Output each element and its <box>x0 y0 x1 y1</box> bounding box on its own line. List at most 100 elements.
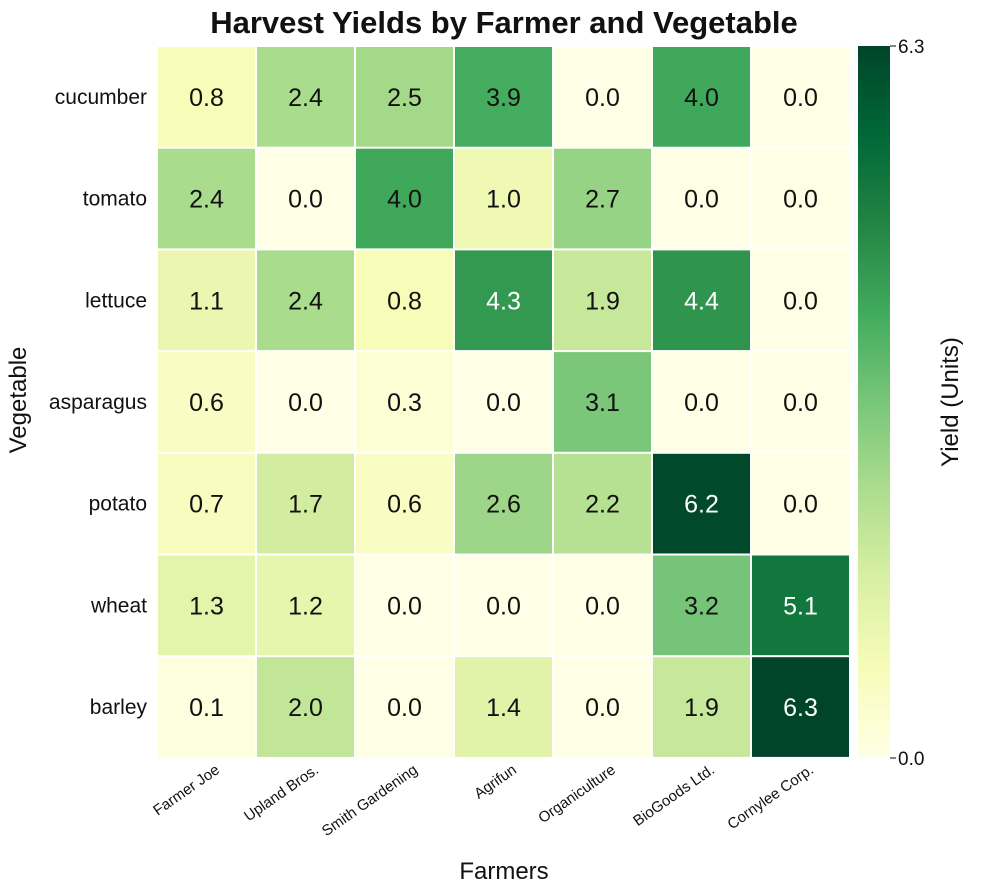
cell-value-label: 2.2 <box>585 491 620 519</box>
x-tick-label: Upland Bros. <box>241 761 322 825</box>
cell-value-label: 2.4 <box>288 287 323 315</box>
cell-value-label: 4.0 <box>684 84 719 112</box>
y-tick-label: cucumber <box>55 86 147 109</box>
heatmap-cell <box>455 250 552 351</box>
heatmap-cell <box>752 47 849 147</box>
cell-value-label: 0.0 <box>387 694 422 722</box>
cell-value-label: 1.9 <box>684 694 719 722</box>
heatmap-cell <box>158 352 255 452</box>
heatmap-cell <box>455 47 552 147</box>
cell-value-label: 4.3 <box>486 287 521 315</box>
colorbar-tick-label: 6.3 <box>898 37 924 58</box>
cell-value-label: 1.0 <box>486 186 521 214</box>
heatmap-cell <box>257 47 354 147</box>
y-axis-label: Vegetable <box>5 347 32 454</box>
cell-value-label: 1.9 <box>585 287 620 315</box>
heatmap-cell <box>455 657 552 757</box>
heatmap-cell <box>752 250 849 351</box>
heatmap-cell <box>554 555 651 656</box>
heatmap-cell <box>752 453 849 554</box>
y-tick-labels: cucumber tomato lettuce asparagus potato whea… <box>49 86 148 719</box>
cell-value-label: 0.7 <box>189 491 224 519</box>
x-tick-label: Cornylee Corp. <box>724 761 816 833</box>
cell-value-label: 0.0 <box>486 592 521 620</box>
heatmap-cell <box>455 555 552 656</box>
cell-value-label: 2.4 <box>288 84 323 112</box>
cell-value-label: 4.0 <box>387 186 422 214</box>
x-tick-label: Smith Gardening <box>319 761 421 839</box>
colorbar <box>858 46 890 758</box>
cell-value-label: 0.8 <box>387 287 422 315</box>
heatmap-cell <box>752 148 849 249</box>
heatmap-cell <box>554 453 651 554</box>
heatmap-cell <box>257 352 354 452</box>
heatmap-cell <box>158 148 255 249</box>
cell-value-label: 0.6 <box>189 389 224 417</box>
y-tick-label: lettuce <box>85 289 147 312</box>
cell-value-label: 0.0 <box>387 592 422 620</box>
y-tick-label: asparagus <box>49 391 147 414</box>
cell-value-label: 2.0 <box>288 694 323 722</box>
y-tick-label: tomato <box>83 188 147 211</box>
heatmap-cell <box>752 352 849 452</box>
heatmap-cell <box>653 47 750 147</box>
heatmap-cell <box>752 657 849 757</box>
x-tick-label: Agrifun <box>471 761 520 802</box>
heatmap-cell <box>158 555 255 656</box>
cell-value-label: 0.0 <box>486 389 521 417</box>
cell-value-label: 0.0 <box>783 287 818 315</box>
heatmap-cell <box>158 657 255 757</box>
x-tick-label: BioGoods Ltd. <box>630 761 718 829</box>
cell-value-label: 0.6 <box>387 491 422 519</box>
heatmap-cell <box>356 47 453 147</box>
cell-value-label: 0.0 <box>783 186 818 214</box>
cell-value-label: 1.3 <box>189 592 224 620</box>
heatmap-cell <box>554 352 651 452</box>
heatmap-cell <box>158 250 255 351</box>
heatmap-cell <box>356 453 453 554</box>
cell-value-label: 3.1 <box>585 389 620 417</box>
cell-value-label: 6.3 <box>783 694 818 722</box>
heatmap-cell <box>554 47 651 147</box>
heatmap-cell <box>257 657 354 757</box>
cell-value-label: 6.2 <box>684 491 719 519</box>
x-axis-label: Farmers <box>459 858 548 885</box>
cell-value-label: 1.4 <box>486 694 521 722</box>
cell-value-label: 0.8 <box>189 84 224 112</box>
y-tick-label: barley <box>90 696 148 719</box>
heatmap-cell <box>158 47 255 147</box>
cell-value-label: 0.1 <box>189 694 224 722</box>
cell-value-label: 1.7 <box>288 491 323 519</box>
heatmap-cell <box>158 453 255 554</box>
cell-value-label: 0.0 <box>783 389 818 417</box>
heatmap-cell <box>653 148 750 249</box>
cell-value-label: 0.0 <box>783 84 818 112</box>
heatmap-cell <box>653 555 750 656</box>
cell-value-label: 0.0 <box>684 389 719 417</box>
heatmap-cell <box>653 453 750 554</box>
heatmap-cell <box>257 555 354 656</box>
cell-value-label: 0.0 <box>585 84 620 112</box>
cell-value-label: 0.3 <box>387 389 422 417</box>
cell-value-label: 4.4 <box>684 287 719 315</box>
heatmap-cell <box>653 352 750 452</box>
cell-value-label: 3.9 <box>486 84 521 112</box>
heatmap-cell <box>554 657 651 757</box>
heatmap-cell <box>257 453 354 554</box>
cell-value-label: 0.0 <box>288 389 323 417</box>
heatmap-cell <box>455 148 552 249</box>
colorbar-tick-label: 0.0 <box>898 749 924 770</box>
heatmap-cells: 0.8 2.4 2.5 3.9 0.0 4.0 0.0 2.4 0.0 4.0 1.0 2.7 0.0 0… <box>158 47 849 757</box>
chart-title: Harvest Yields by Farmer and Vegetable <box>210 5 798 40</box>
heatmap-cell <box>356 657 453 757</box>
heatmap-cell <box>257 250 354 351</box>
colorbar-ticks: 0.0 6.3 <box>890 37 924 770</box>
cell-value-label: 2.5 <box>387 84 422 112</box>
cell-value-label: 0.0 <box>783 491 818 519</box>
heatmap-cell <box>356 555 453 656</box>
x-tick-label: Farmer Joe <box>150 761 223 819</box>
cell-value-label: 1.2 <box>288 592 323 620</box>
cell-value-label: 1.1 <box>189 287 224 315</box>
cell-value-label: 0.0 <box>288 186 323 214</box>
